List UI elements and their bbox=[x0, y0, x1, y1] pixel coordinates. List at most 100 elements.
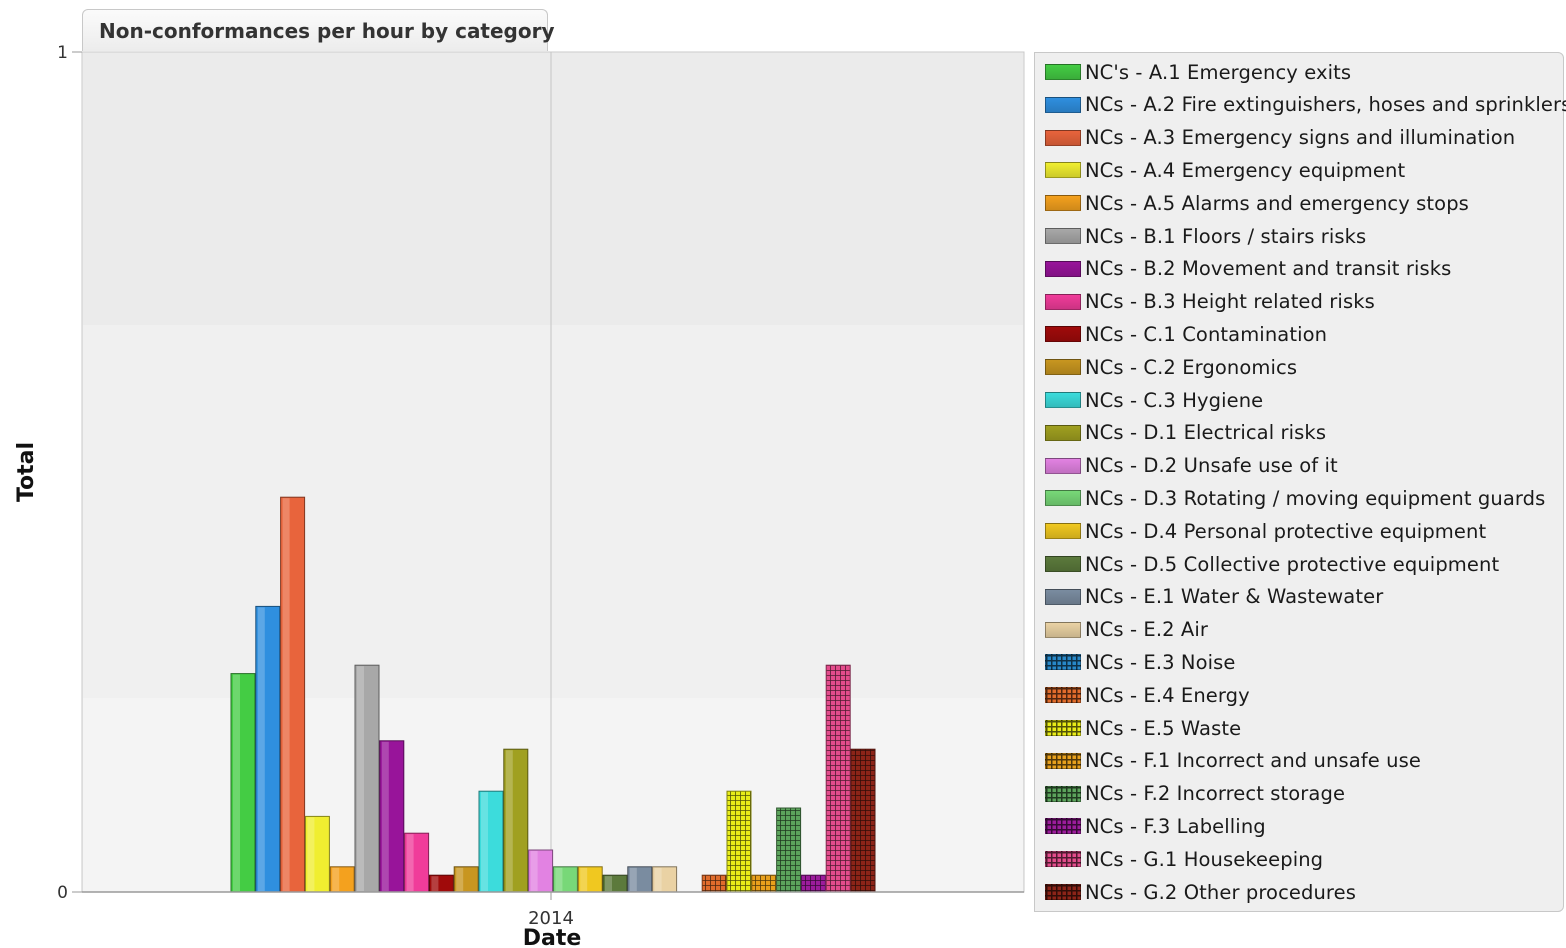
legend-swatch bbox=[1045, 490, 1081, 507]
legend-swatch bbox=[1045, 260, 1081, 277]
bar-ncs-f-2-incorrect-storage[interactable] bbox=[776, 807, 802, 893]
bar-ncs-f-3-labelling[interactable] bbox=[800, 874, 826, 893]
legend-label: NCs - E.3 Noise bbox=[1085, 650, 1236, 674]
legend-label: NCs - G.2 Other procedures bbox=[1085, 880, 1356, 904]
chart-legend: NC's - A.1 Emergency exits NCs - A.2 Fire… bbox=[1034, 52, 1566, 912]
bar-ncs-e-4-energy[interactable] bbox=[701, 874, 727, 893]
legend-swatch bbox=[1045, 457, 1081, 474]
y-tick-label-max: 1 bbox=[57, 43, 68, 63]
legend-item-ncs-a-4-emergency-equipment[interactable]: NCs - A.4 Emergency equipment bbox=[1045, 158, 1406, 182]
legend-label: NCs - D.5 Collective protective equipmen… bbox=[1085, 552, 1500, 576]
legend-item-ncs-d-2-unsafe-use-of-it[interactable]: NCs - D.2 Unsafe use of it bbox=[1045, 454, 1338, 477]
legend-swatch bbox=[1045, 195, 1081, 212]
legend-label: NCs - F.2 Incorrect storage bbox=[1085, 782, 1346, 806]
bar-highlight-ncs-a-4-emergency-equipment bbox=[307, 817, 315, 891]
bar-highlight-nc-s-a-1-emergency-exits bbox=[233, 674, 240, 891]
legend-label: NCs - E.5 Waste bbox=[1085, 716, 1242, 740]
legend-item-ncs-b-2-movement-and-transit-risks[interactable]: NCs - B.2 Movement and transit risks bbox=[1045, 257, 1451, 280]
bar-ncs-e-5-waste[interactable] bbox=[726, 790, 752, 893]
legend-label: NCs - A.4 Emergency equipment bbox=[1085, 158, 1406, 182]
legend-swatch bbox=[1045, 424, 1081, 441]
bar-ncs-a-5-alarms-and-emergency-stops[interactable] bbox=[329, 866, 355, 893]
legend-label: NCs - C.1 Contamination bbox=[1085, 322, 1328, 346]
legend-item-ncs-c-2-ergonomics[interactable]: NCs - C.2 Ergonomics bbox=[1045, 355, 1298, 379]
legend-item-ncs-f-1-incorrect-and-unsafe-use[interactable]: NCs - F.1 Incorrect and unsafe use bbox=[1045, 749, 1421, 772]
legend-item-ncs-f-3-labelling[interactable]: NCs - F.3 Labelling bbox=[1045, 814, 1266, 838]
legend-item-ncs-g-1-housekeeping[interactable]: NCs - G.1 Housekeeping bbox=[1045, 847, 1324, 871]
legend-item-ncs-d-1-electrical-risks[interactable]: NCs - D.1 Electrical risks bbox=[1045, 421, 1326, 444]
legend-item-ncs-c-3-hygiene[interactable]: NCs - C.3 Hygiene bbox=[1045, 388, 1264, 412]
bar-ncs-b-1-floors-stairs-risks[interactable] bbox=[354, 664, 380, 893]
bar-highlight-ncs-c-3-hygiene bbox=[481, 792, 488, 891]
bar-ncs-d-1-electrical-risks[interactable] bbox=[503, 748, 529, 893]
legend-item-ncs-f-2-incorrect-storage[interactable]: NCs - F.2 Incorrect storage bbox=[1045, 782, 1346, 806]
plot-band-top bbox=[83, 53, 1023, 325]
legend-swatch bbox=[1045, 326, 1081, 343]
chart-title-tab: Non-conformances per hour by category bbox=[82, 9, 555, 51]
legend-item-ncs-a-2-fire-extinguishers-hoses-and-sprinklers[interactable]: NCs - A.2 Fire extinguishers, hoses and … bbox=[1045, 93, 1566, 116]
legend-label: NCs - C.2 Ergonomics bbox=[1085, 355, 1298, 379]
legend-swatch bbox=[1045, 720, 1081, 736]
legend-swatch bbox=[1045, 293, 1081, 310]
legend-swatch bbox=[1045, 654, 1081, 671]
legend-label: NCs - F.3 Labelling bbox=[1085, 814, 1266, 838]
legend-swatch bbox=[1045, 64, 1081, 80]
bar-highlight-ncs-e-2-air bbox=[654, 867, 662, 891]
legend-item-ncs-g-2-other-procedures[interactable]: NCs - G.2 Other procedures bbox=[1045, 880, 1356, 904]
legend-item-ncs-a-5-alarms-and-emergency-stops[interactable]: NCs - A.5 Alarms and emergency stops bbox=[1045, 192, 1469, 215]
legend-swatch bbox=[1045, 621, 1081, 638]
bar-highlight-ncs-a-5-alarms-and-emergency-stops bbox=[332, 867, 340, 891]
bar-highlight-ncs-b-2-movement-and-transit-risks bbox=[381, 741, 389, 891]
legend-swatch bbox=[1045, 162, 1081, 179]
legend-item-ncs-d-4-personal-protective-equipment[interactable]: NCs - D.4 Personal protective equipment bbox=[1045, 519, 1487, 543]
legend-swatch bbox=[1045, 818, 1081, 835]
bar-highlight-ncs-c-1-contamination bbox=[431, 876, 439, 891]
bar-ncs-a-2-fire-extinguishers-hoses-and-sprinklers[interactable] bbox=[255, 605, 281, 893]
legend-label: NCs - B.1 Floors / stairs risks bbox=[1085, 224, 1367, 248]
x-axis-title: Date bbox=[523, 926, 582, 948]
legend-label: NCs - D.4 Personal protective equipment bbox=[1085, 519, 1487, 543]
legend-label: NCs - B.3 Height related risks bbox=[1085, 290, 1375, 314]
bar-ncs-b-2-movement-and-transit-risks[interactable] bbox=[379, 740, 405, 893]
legend-label: NCs - E.1 Water & Wastewater bbox=[1085, 585, 1384, 609]
legend-item-ncs-e-2-air[interactable]: NCs - E.2 Air bbox=[1045, 618, 1208, 642]
y-tick-label-min: 0 bbox=[57, 883, 68, 903]
bar-ncs-d-3-rotating-moving-equipment-guards[interactable] bbox=[552, 866, 578, 893]
bars-layer bbox=[230, 496, 876, 893]
legend-swatch bbox=[1045, 687, 1081, 704]
bar-ncs-g-2-other-procedures[interactable] bbox=[850, 748, 876, 893]
legend-label: NCs - D.3 Rotating / moving equipment gu… bbox=[1085, 486, 1546, 510]
bar-highlight-ncs-b-3-height-related-risks bbox=[406, 834, 414, 891]
legend-item-ncs-e-4-energy[interactable]: NCs - E.4 Energy bbox=[1045, 683, 1250, 707]
bar-ncs-d-2-unsafe-use-of-it[interactable] bbox=[528, 849, 554, 893]
bar-ncs-e-1-water-wastewater[interactable] bbox=[627, 866, 653, 893]
bar-nc-s-a-1-emergency-exits[interactable] bbox=[230, 673, 256, 893]
bar-ncs-f-1-incorrect-and-unsafe-use[interactable] bbox=[751, 874, 777, 893]
bar-highlight-ncs-a-2-fire-extinguishers-hoses-and-sprinklers bbox=[257, 607, 265, 891]
legend-label: NCs - E.2 Air bbox=[1085, 618, 1208, 642]
legend-label: NCs - A.3 Emergency signs and illuminati… bbox=[1085, 126, 1516, 150]
bar-highlight-ncs-e-1-water-wastewater bbox=[629, 867, 637, 891]
legend-item-ncs-e-5-waste[interactable]: NCs - E.5 Waste bbox=[1045, 716, 1242, 740]
legend-label: NC's - A.1 Emergency exits bbox=[1085, 60, 1352, 84]
legend-item-ncs-e-3-noise[interactable]: NCs - E.3 Noise bbox=[1045, 650, 1236, 674]
legend-label: NCs - E.4 Energy bbox=[1085, 683, 1250, 707]
bar-highlight-ncs-d-3-rotating-moving-equipment-guards bbox=[555, 867, 563, 891]
legend-item-ncs-b-1-floors-stairs-risks[interactable]: NCs - B.1 Floors / stairs risks bbox=[1045, 224, 1367, 248]
x-tick-label: 2014 bbox=[528, 908, 574, 929]
bar-highlight-ncs-c-2-ergonomics bbox=[456, 867, 464, 891]
legend-label: NCs - C.3 Hygiene bbox=[1085, 388, 1264, 412]
legend-item-ncs-d-5-collective-protective-equipment[interactable]: NCs - D.5 Collective protective equipmen… bbox=[1045, 552, 1500, 576]
legend-item-ncs-b-3-height-related-risks[interactable]: NCs - B.3 Height related risks bbox=[1045, 290, 1375, 314]
legend-item-nc-s-a-1-emergency-exits[interactable]: NC's - A.1 Emergency exits bbox=[1045, 60, 1352, 84]
y-axis-title: Total bbox=[14, 442, 39, 502]
bar-highlight-ncs-d-5-collective-protective-equipment bbox=[605, 876, 612, 891]
legend-item-ncs-d-3-rotating-moving-equipment-guards[interactable]: NCs - D.3 Rotating / moving equipment gu… bbox=[1045, 486, 1546, 510]
legend-item-ncs-c-1-contamination[interactable]: NCs - C.1 Contamination bbox=[1045, 322, 1328, 346]
bar-ncs-g-1-housekeeping[interactable] bbox=[825, 664, 851, 893]
legend-swatch bbox=[1045, 359, 1081, 376]
legend-item-ncs-e-1-water-wastewater[interactable]: NCs - E.1 Water & Wastewater bbox=[1045, 585, 1384, 609]
legend-item-ncs-a-3-emergency-signs-and-illumination[interactable]: NCs - A.3 Emergency signs and illuminati… bbox=[1045, 126, 1516, 150]
legend-label: NCs - G.1 Housekeeping bbox=[1085, 847, 1324, 871]
bar-highlight-ncs-d-2-unsafe-use-of-it bbox=[530, 851, 538, 891]
